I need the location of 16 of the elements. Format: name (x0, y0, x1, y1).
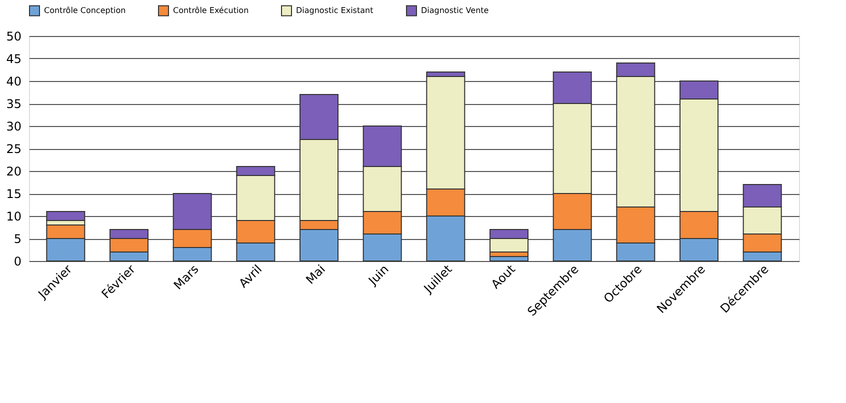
y-tick-label: 35 (6, 97, 22, 111)
y-tick-label: 40 (6, 74, 22, 88)
x-tick-label: Mai (303, 262, 328, 287)
legend-label: Contrôle Exécution (173, 6, 249, 15)
y-tick-label: 20 (6, 164, 22, 178)
legend-label: Contrôle Conception (44, 6, 126, 15)
y-tick-label: 10 (6, 210, 22, 224)
y-tick-label: 30 (6, 120, 22, 134)
legend-label: Diagnostic Vente (421, 6, 489, 15)
y-tick-label: 5 (14, 232, 22, 246)
y-tick-label: 15 (6, 187, 22, 201)
y-tick-label: 0 (14, 254, 22, 268)
y-tick-label: 45 (6, 52, 22, 66)
y-tick-label: 50 (6, 30, 22, 44)
y-tick-label: 25 (6, 142, 22, 156)
legend-label: Diagnostic Existant (296, 6, 374, 15)
